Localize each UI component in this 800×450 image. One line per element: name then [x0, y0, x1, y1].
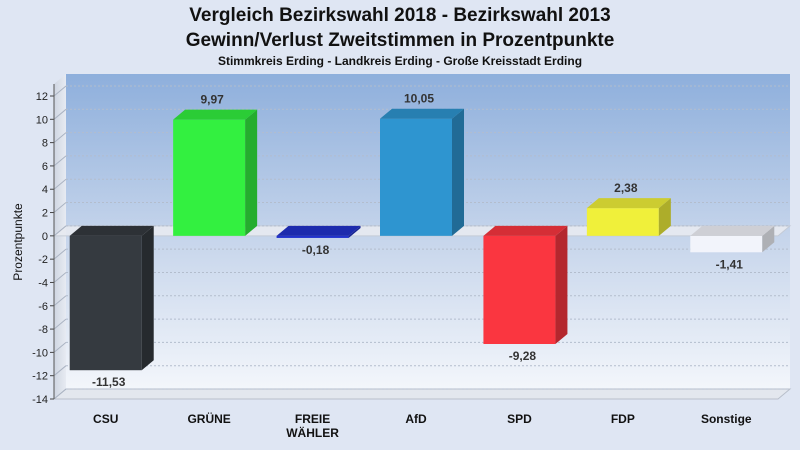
gridline-side [53, 85, 67, 97]
bars [69, 108, 775, 371]
category-label: GRÜNE [187, 411, 230, 426]
bar-top [380, 108, 464, 119]
bar [276, 225, 361, 238]
bar-side [141, 225, 154, 371]
bar-top [483, 225, 568, 236]
value-label: -11,53 [92, 375, 126, 389]
y-tick-label: 12 [36, 91, 48, 103]
gridline-side [53, 388, 67, 400]
bar [586, 198, 671, 236]
gridline-side [53, 318, 67, 330]
y-tick-label: 8 [42, 138, 48, 150]
y-tick-label: -2 [38, 254, 48, 266]
bar-top [690, 225, 775, 236]
bar [690, 225, 775, 253]
y-axis: 12 10 8 6 4 2 0 -2 -4 -6 -8 -10 -12 -14 [32, 84, 55, 406]
bar-front [483, 235, 556, 344]
category-label: WÄHLER [286, 425, 339, 440]
value-label: 2,38 [614, 181, 638, 195]
bar-top [69, 225, 154, 236]
bar-top [586, 198, 671, 209]
value-label: -0,18 [302, 243, 330, 257]
bar-front [173, 119, 246, 236]
y-tick-label: 4 [42, 184, 48, 196]
category-label: CSU [93, 412, 118, 426]
bar-side [555, 225, 568, 344]
category-label: FREIE [295, 412, 330, 426]
value-label: 10,05 [404, 92, 434, 106]
y-tick-label: -6 [38, 301, 48, 313]
gridline-side [53, 178, 67, 190]
y-tick-label: 0 [42, 231, 48, 243]
gridline-side [53, 295, 67, 307]
bar-top [276, 225, 361, 236]
bar-front [69, 235, 142, 371]
chart-title-line2: Gewinn/Verlust Zweitstimmen in Prozentpu… [186, 30, 615, 51]
plot-floor [52, 388, 792, 400]
value-label: -1,41 [716, 257, 744, 271]
y-axis-label: Prozentpunkte [11, 203, 25, 281]
y-tick-label: 2 [42, 208, 48, 220]
bar-side [762, 225, 775, 253]
bar-side [245, 109, 258, 236]
y-tick-label: 10 [36, 114, 48, 126]
chart-subtitle: Stimmkreis Erding - Landkreis Erding - G… [218, 54, 582, 68]
bar-side [348, 225, 361, 238]
bar-front [380, 118, 452, 236]
gridline-side [53, 108, 67, 120]
category-label: SPD [507, 412, 532, 426]
y-tick-label: -10 [32, 347, 48, 359]
bar [483, 225, 568, 344]
gridline-side [53, 132, 67, 143]
y-tick-label: -4 [38, 277, 48, 289]
y-tick-label: -14 [32, 394, 48, 406]
gridline-side [53, 225, 67, 237]
y-tick-label: -12 [32, 371, 48, 383]
bar-side [658, 198, 671, 236]
gridline-side [53, 272, 67, 283]
category-label: AfD [405, 412, 427, 426]
gridline-side [53, 202, 67, 213]
gridline-side [53, 365, 67, 377]
y-tick-label: 6 [42, 161, 48, 173]
chart-title: Vergleich Bezirkswahl 2018 - Bezirkswahl… [189, 5, 610, 26]
gridline-side [53, 342, 67, 353]
bar-side [452, 108, 464, 236]
bar-front [276, 235, 349, 238]
bar [380, 108, 464, 236]
bar-top [173, 109, 258, 120]
value-label: 9,97 [200, 93, 224, 107]
bar [69, 225, 154, 371]
gridline-side [53, 155, 67, 167]
value-label: -9,28 [509, 349, 537, 363]
category-label: Sonstige [701, 412, 752, 426]
bar [173, 109, 258, 236]
category-label: FDP [611, 412, 635, 426]
gridline-side [53, 248, 67, 260]
plot-side-wall [54, 74, 66, 399]
bar-front [690, 235, 763, 253]
value-labels: -11,53 9,97 -0,18 10,05 -9,28 2,38 -1,41 [92, 92, 743, 389]
y-tick-label: -8 [38, 324, 48, 336]
bar-front [586, 208, 659, 236]
